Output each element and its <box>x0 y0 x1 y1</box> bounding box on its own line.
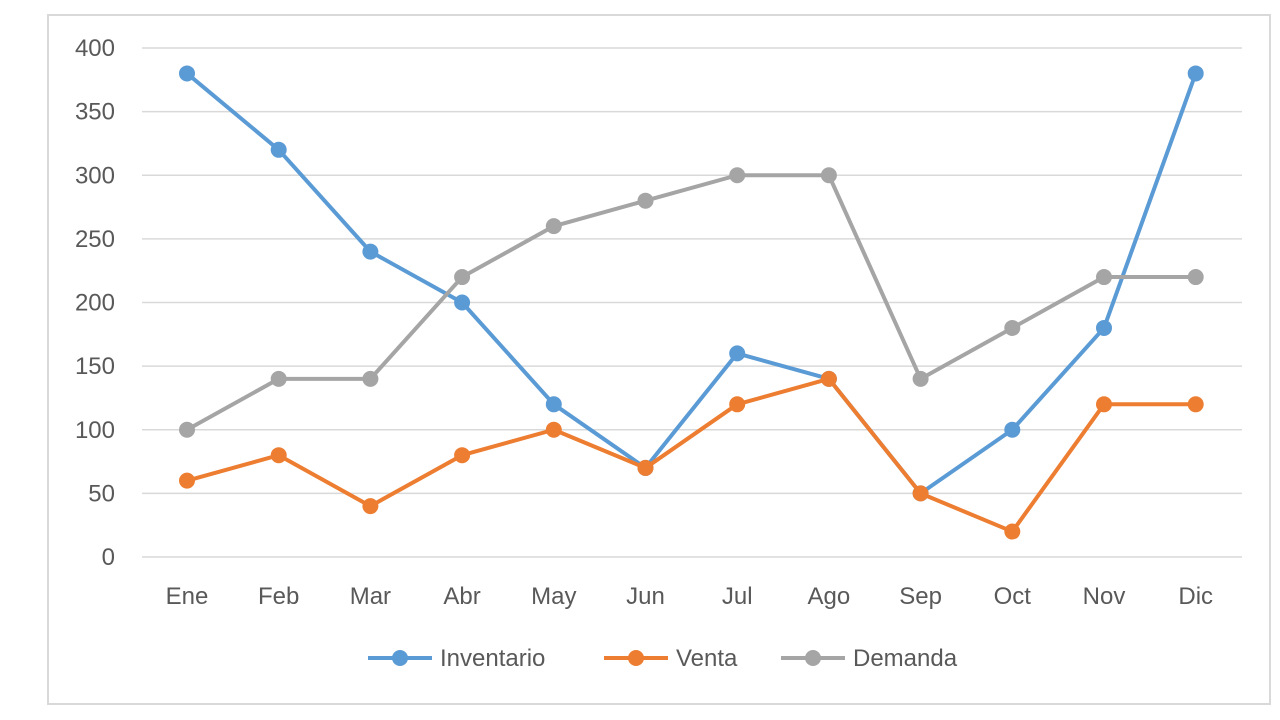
x-tick-label: Oct <box>994 583 1032 610</box>
data-point-venta <box>179 472 195 489</box>
data-point-venta <box>1187 396 1204 413</box>
legend: Inventario Venta Demanda <box>368 645 958 672</box>
series-line-demanda <box>185 173 1198 432</box>
data-point-venta <box>729 396 746 413</box>
y-tick-label: 300 <box>75 162 115 189</box>
data-point-inventario <box>545 396 562 413</box>
y-tick-label: 150 <box>75 353 115 380</box>
data-point-demanda <box>545 218 562 235</box>
y-axis-tick-labels: 0 50 100 150 200 250 300 350 400 <box>75 35 115 571</box>
legend-item-venta: Venta <box>604 645 738 672</box>
series-line-inventario <box>185 71 1198 496</box>
data-point-venta <box>545 421 562 438</box>
data-point-demanda <box>1096 269 1112 286</box>
data-point-venta <box>362 498 379 515</box>
x-tick-label: Abr <box>443 583 480 610</box>
data-point-venta <box>1004 523 1021 540</box>
data-point-inventario <box>454 294 471 311</box>
series-line-venta <box>185 376 1198 534</box>
legend-item-inventario: Inventario <box>368 645 545 672</box>
y-tick-label: 50 <box>88 480 115 507</box>
legend-swatch-marker <box>805 650 821 666</box>
data-point-venta <box>1096 396 1112 413</box>
data-point-venta <box>912 485 929 502</box>
data-point-demanda <box>270 370 287 387</box>
y-tick-label: 100 <box>75 417 115 444</box>
data-point-venta <box>637 459 654 476</box>
data-point-demanda <box>637 192 654 209</box>
x-tick-label: May <box>531 583 576 610</box>
data-point-demanda <box>912 370 929 387</box>
data-point-demanda <box>179 421 195 438</box>
data-point-demanda <box>820 167 837 184</box>
x-tick-label: Ene <box>166 583 209 610</box>
y-tick-label: 400 <box>75 35 115 62</box>
legend-label: Demanda <box>853 645 958 672</box>
data-point-demanda <box>1187 269 1204 286</box>
x-tick-label: Dic <box>1178 583 1213 610</box>
series-demanda <box>179 167 1204 438</box>
legend-swatch-marker <box>392 650 408 666</box>
y-tick-label: 250 <box>75 226 115 253</box>
x-tick-label: Ago <box>808 583 851 610</box>
legend-label: Venta <box>676 645 738 672</box>
y-tick-label: 0 <box>102 544 115 571</box>
data-point-demanda <box>729 167 746 184</box>
legend-label: Inventario <box>440 645 545 672</box>
x-tick-label: Nov <box>1083 583 1126 610</box>
data-point-inventario <box>1187 65 1204 82</box>
data-point-inventario <box>729 345 746 362</box>
series-venta <box>179 370 1204 540</box>
y-tick-label: 350 <box>75 99 115 126</box>
x-tick-label: Sep <box>899 583 942 610</box>
legend-swatch-marker <box>628 650 644 666</box>
data-point-inventario <box>1096 319 1112 336</box>
x-tick-label: Mar <box>350 583 391 610</box>
y-tick-label: 200 <box>75 290 115 317</box>
data-point-inventario <box>179 65 195 82</box>
data-point-venta <box>454 447 471 464</box>
data-point-demanda <box>362 370 379 387</box>
data-point-inventario <box>1004 421 1021 438</box>
legend-item-demanda: Demanda <box>781 645 958 672</box>
gridlines <box>142 47 1242 558</box>
data-point-venta <box>270 447 287 464</box>
x-tick-label: Jul <box>722 583 753 610</box>
data-point-venta <box>820 370 837 387</box>
data-point-demanda <box>1004 319 1021 336</box>
data-point-demanda <box>454 269 471 286</box>
x-axis-tick-labels: Ene Feb Mar Abr May Jun Jul Ago Sep Oct Nov Dic <box>166 583 1213 610</box>
series-group <box>179 65 1204 540</box>
x-tick-label: Jun <box>626 583 665 610</box>
x-tick-label: Feb <box>258 583 299 610</box>
data-point-inventario <box>270 141 287 158</box>
data-point-inventario <box>362 243 379 260</box>
